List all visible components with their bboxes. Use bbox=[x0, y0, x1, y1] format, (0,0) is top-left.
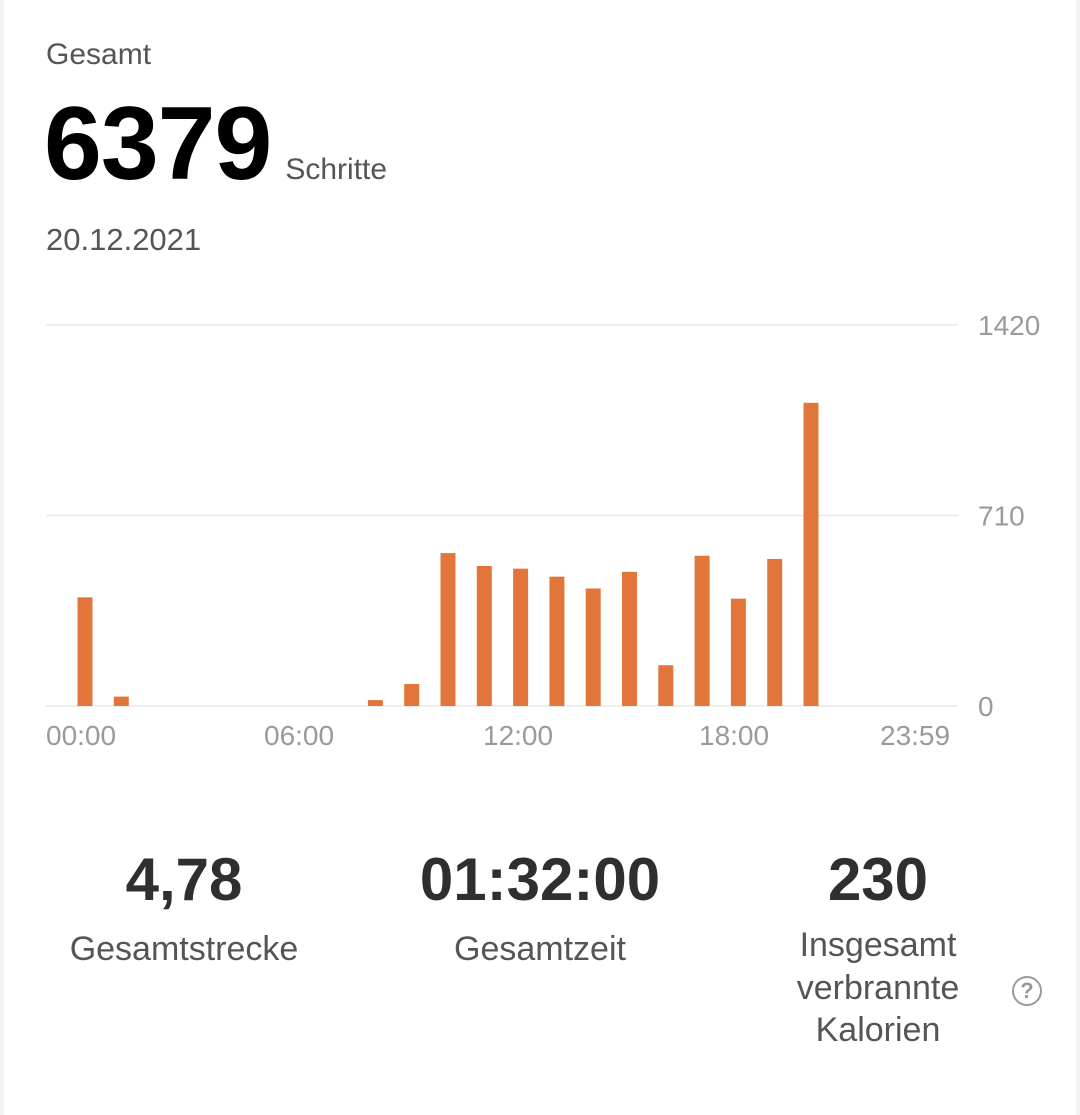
calories-label: Insgesamt verbrannte Kalorien bbox=[760, 924, 996, 1052]
x-tick-label-18:00: 18:00 bbox=[699, 720, 769, 751]
bar-00:00 bbox=[77, 597, 93, 706]
bar-14:00 bbox=[585, 588, 601, 706]
bar-08:00 bbox=[367, 700, 383, 706]
calories-label-line-2: verbrannte bbox=[796, 968, 960, 1007]
bar-09:00 bbox=[404, 683, 420, 706]
steps-bar-chart[interactable]: 0 710 1420 00:00 06:00 12:00 18:00 23:59 bbox=[0, 300, 1080, 770]
bar-20:00 bbox=[803, 402, 819, 706]
steps-summary: 6379 Schritte bbox=[44, 92, 387, 196]
bar-16:00 bbox=[658, 665, 674, 706]
y-tick-label-1420: 1420 bbox=[978, 310, 1040, 341]
x-tick-label-23:59: 23:59 bbox=[880, 720, 950, 751]
y-tick-label-0: 0 bbox=[978, 691, 994, 722]
help-circle-icon[interactable]: ? bbox=[1012, 976, 1042, 1006]
total-label: Gesamt bbox=[46, 38, 152, 71]
bar-18:00 bbox=[730, 598, 746, 706]
calories-label-line-1: Insgesamt bbox=[799, 926, 957, 964]
bar-11:00 bbox=[476, 565, 492, 706]
steps-unit: Schritte bbox=[285, 153, 388, 186]
stat-time: 01:32:00 Gesamtzeit bbox=[390, 850, 690, 971]
distance-label: Gesamtstrecke bbox=[69, 930, 299, 968]
time-value: 01:32:00 bbox=[419, 846, 661, 913]
bar-15:00 bbox=[622, 571, 637, 706]
bar-19:00 bbox=[767, 558, 783, 706]
bar-10:00 bbox=[440, 553, 456, 706]
distance-value: 4,78 bbox=[125, 846, 243, 913]
stat-distance: 4,78 Gesamtstrecke bbox=[34, 850, 334, 971]
steps-count: 6379 bbox=[44, 86, 272, 202]
calories-value: 230 bbox=[827, 846, 929, 913]
date-label: 20.12.2021 bbox=[46, 222, 202, 257]
stat-calories: 230 Insgesamt verbrannte Kalorien bbox=[760, 850, 996, 1052]
time-label: Gesamtzeit bbox=[454, 930, 626, 968]
calories-label-line-3: Kalorien bbox=[815, 1011, 941, 1049]
bar-01:00 bbox=[113, 696, 129, 706]
bar-12:00 bbox=[513, 568, 529, 706]
x-tick-label-06:00: 06:00 bbox=[264, 720, 334, 751]
bar-17:00 bbox=[694, 555, 710, 706]
right-edge bbox=[1076, 0, 1080, 1115]
left-edge bbox=[0, 0, 4, 1115]
bar-13:00 bbox=[549, 576, 565, 706]
y-tick-label-710: 710 bbox=[978, 501, 1025, 532]
x-tick-label-12:00: 12:00 bbox=[483, 720, 553, 751]
x-tick-label-00:00: 00:00 bbox=[46, 720, 116, 751]
